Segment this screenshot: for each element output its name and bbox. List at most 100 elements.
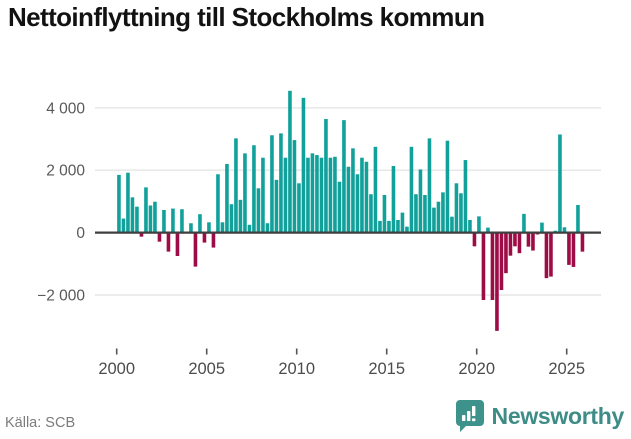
- bar: [162, 209, 166, 233]
- bar: [508, 232, 513, 256]
- bar: [445, 140, 450, 233]
- bar: [472, 232, 477, 247]
- bar: [441, 192, 445, 233]
- bar: [517, 232, 522, 254]
- bar: [580, 232, 585, 252]
- y-axis-tick-label: −2 000: [37, 288, 85, 305]
- newsworthy-logo: Newsworthy: [455, 399, 624, 433]
- bar: [148, 205, 153, 233]
- bar: [139, 232, 144, 237]
- bar: [481, 232, 486, 300]
- bar: [409, 146, 414, 233]
- bar: [459, 193, 463, 233]
- bar: [427, 138, 432, 233]
- bar: [256, 188, 261, 233]
- bar: [220, 222, 225, 233]
- bar: [135, 206, 139, 233]
- source-note: Källa: SCB: [5, 415, 76, 431]
- bar: [193, 232, 198, 267]
- bar: [378, 220, 382, 233]
- y-axis-tick-label: 0: [76, 225, 85, 242]
- y-axis-tick-label: 4 000: [46, 100, 85, 117]
- bar: [454, 183, 459, 233]
- bar: [157, 232, 162, 242]
- bar: [198, 214, 202, 233]
- bar: [279, 133, 283, 233]
- bar: [522, 213, 526, 233]
- bar: [571, 232, 576, 267]
- bar: [297, 183, 301, 233]
- bar: [319, 157, 324, 233]
- bar: [225, 163, 229, 233]
- bar: [274, 179, 279, 233]
- bar: [544, 232, 549, 279]
- bar: [351, 148, 355, 233]
- bar: [513, 232, 517, 247]
- bar: [495, 232, 499, 331]
- x-axis-tick-label: 2020: [458, 360, 495, 378]
- bar: [450, 216, 454, 233]
- bar: [292, 140, 297, 233]
- bar: [306, 157, 310, 233]
- bar: [261, 157, 265, 233]
- bar: [270, 135, 274, 233]
- bar: [153, 201, 157, 233]
- bar: [288, 90, 292, 233]
- bar: [126, 172, 130, 233]
- bar: [562, 227, 567, 233]
- bar: [477, 216, 481, 233]
- bar: [567, 232, 571, 265]
- page-title: Nettoinflyttning till Stockholms kommun: [8, 2, 485, 32]
- bar: [342, 120, 346, 233]
- bar: [180, 209, 184, 233]
- bar: [333, 156, 337, 233]
- bar: [202, 232, 207, 243]
- bar: [468, 219, 472, 233]
- bar: [400, 212, 405, 233]
- bar: [171, 208, 175, 233]
- bar: [576, 204, 580, 233]
- bar: [490, 232, 495, 300]
- bar: [391, 165, 396, 233]
- bar: [436, 201, 441, 233]
- bar: [166, 232, 171, 252]
- newsworthy-wordmark: Newsworthy: [491, 402, 625, 429]
- x-axis-tick-label: 2025: [548, 360, 585, 378]
- bar: [229, 204, 234, 233]
- bar: [328, 157, 333, 233]
- bar: [265, 223, 270, 233]
- bar: [504, 232, 508, 274]
- bar: [369, 194, 373, 233]
- bar: [121, 218, 126, 233]
- bar: [405, 226, 409, 233]
- bar: [387, 220, 391, 233]
- bar: [418, 169, 423, 233]
- bar: [211, 232, 216, 248]
- bar: [130, 197, 135, 233]
- bar: [252, 145, 256, 233]
- bar: [432, 207, 436, 233]
- x-axis-tick-label: 2010: [278, 360, 315, 378]
- x-axis-tick-label: 2005: [188, 360, 225, 378]
- bar: [337, 181, 342, 233]
- y-axis-tick-label: 2 000: [46, 163, 85, 180]
- bar: [540, 222, 544, 233]
- bar: [346, 166, 351, 233]
- bar: [526, 232, 531, 247]
- bar: [243, 153, 247, 233]
- bar: [360, 157, 364, 233]
- x-axis-tick-label: 2000: [98, 360, 135, 378]
- bar: [310, 153, 315, 233]
- bar: [486, 227, 490, 233]
- bar: [301, 97, 306, 233]
- bar: [364, 161, 369, 233]
- bar: [207, 222, 211, 233]
- x-axis-tick-label: 2015: [368, 360, 405, 378]
- bar: [355, 174, 360, 233]
- bar: [238, 199, 243, 233]
- bar: [175, 232, 180, 256]
- bar: [117, 174, 121, 233]
- bar: [324, 119, 328, 233]
- bar: [216, 174, 220, 233]
- bar: [423, 195, 427, 233]
